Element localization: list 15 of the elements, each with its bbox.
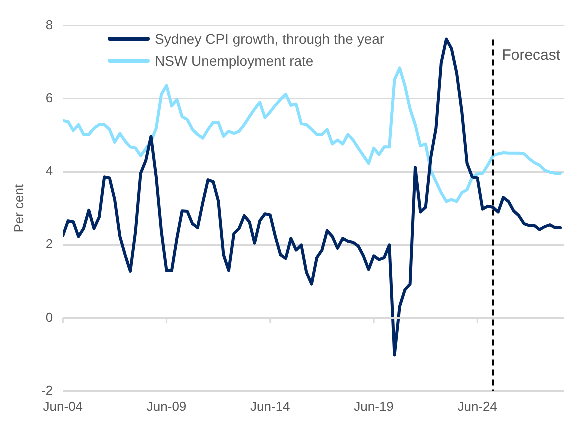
legend-label: Sydney CPI growth, through the year bbox=[155, 30, 385, 49]
x-tick-label: Jun-24 bbox=[458, 398, 498, 414]
x-tick-label: Jun-09 bbox=[146, 398, 187, 414]
y-tick-label: 0 bbox=[46, 310, 54, 325]
x-tick-label: Jun-04 bbox=[43, 398, 84, 414]
y-tick-label: 6 bbox=[46, 90, 54, 106]
y-tick-label: 2 bbox=[46, 236, 54, 252]
x-tick-label: Jun-19 bbox=[354, 398, 394, 414]
legend-label: NSW Unemployment rate bbox=[155, 52, 314, 71]
x-tick-label: Jun-14 bbox=[250, 398, 290, 414]
ref-line-label: Forecast bbox=[502, 46, 562, 64]
y-axis-title: Per cent bbox=[11, 184, 26, 233]
y-tick-label: 4 bbox=[46, 164, 54, 179]
y-tick-label: 8 bbox=[46, 17, 54, 32]
y-tick-label: -2 bbox=[42, 382, 54, 398]
